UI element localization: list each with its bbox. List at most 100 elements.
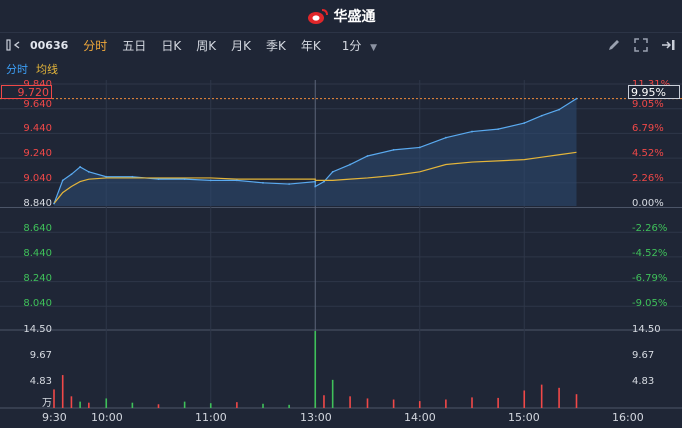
subtab-minute[interactable]: 分时	[6, 63, 28, 76]
change-label-right: -6.79%	[632, 273, 668, 284]
price-point	[366, 155, 369, 157]
price-point	[575, 97, 578, 100]
time-label: 16:00	[612, 411, 644, 424]
volume-bar	[209, 403, 212, 408]
volume-bar	[314, 331, 317, 408]
volume-bar	[236, 402, 238, 408]
volume-bar	[418, 401, 421, 408]
tab-daily-k[interactable]: 日K	[161, 38, 182, 53]
volume-label-left: 9.67	[29, 350, 52, 361]
tab-minute[interactable]: 分时	[83, 38, 108, 53]
volume-bar	[331, 379, 334, 408]
price-point	[79, 166, 82, 168]
volume-bar	[523, 390, 526, 408]
chevron-down-icon: ▼	[370, 42, 378, 53]
price-point	[183, 178, 186, 181]
tab-five-day[interactable]: 五日	[122, 38, 147, 53]
volume-label-right: 4.83	[632, 376, 655, 387]
price-point	[392, 148, 395, 151]
current-change-badge: 9.95%	[628, 85, 680, 99]
price-point	[323, 180, 325, 183]
price-point	[314, 180, 317, 183]
price-point	[70, 173, 73, 176]
price-label-left: 9.840	[8, 79, 52, 90]
volume-bar	[53, 389, 55, 408]
average-line-series	[53, 151, 577, 204]
volume-bar	[79, 401, 81, 408]
volume-bar	[392, 399, 395, 408]
price-point	[61, 179, 64, 182]
volume-bar	[445, 399, 447, 408]
price-label-left: 9.640	[23, 99, 52, 110]
volume-bar	[61, 375, 64, 408]
change-label-right: 11.31%	[632, 79, 670, 90]
price-point	[497, 128, 500, 131]
title-bar: 华盛通	[0, 0, 682, 32]
time-label: 9:30	[42, 411, 67, 424]
price-point	[331, 170, 334, 173]
time-label: 14:00	[404, 411, 436, 424]
price-label-left: 9.440	[23, 123, 52, 134]
volume-bar	[540, 384, 543, 408]
chart-subtabs: 分时 均线	[6, 61, 58, 77]
export-icon[interactable]	[660, 37, 676, 53]
price-label-left: 8.440	[23, 248, 52, 259]
price-point	[444, 136, 447, 139]
time-label: 13:00	[300, 411, 332, 424]
tab-weekly-k[interactable]: 周K	[196, 38, 217, 53]
volume-bar	[575, 394, 578, 408]
price-label-left: 8.640	[23, 223, 52, 234]
pen-icon[interactable]	[606, 37, 622, 53]
change-label-right: 2.26%	[632, 173, 664, 184]
volume-bar	[497, 397, 499, 408]
price-label-left: 8.840	[23, 198, 52, 209]
change-label-right: -2.26%	[632, 223, 668, 234]
toolbar-right-icons	[606, 37, 676, 53]
fullscreen-icon[interactable]	[633, 37, 649, 53]
volume-label-left: 4.83	[29, 376, 52, 387]
tab-yearly-k[interactable]: 年K	[300, 38, 321, 53]
volume-label-right: 9.67	[632, 350, 655, 361]
price-label-left: 8.240	[23, 273, 52, 284]
volume-bar	[288, 404, 290, 408]
subtab-average-line[interactable]: 均线	[36, 63, 58, 76]
volume-bar	[262, 403, 264, 408]
price-point	[87, 170, 90, 173]
stock-code: 00636	[30, 38, 69, 52]
change-label-right: 6.79%	[632, 123, 664, 134]
interval-select[interactable]: 1分 ▼	[342, 37, 377, 54]
chart-toolbar: 00636 分时 五日 日K 周K 月K 季K 年K 1分 ▼	[0, 32, 682, 57]
price-point	[105, 175, 108, 178]
time-label: 10:00	[91, 411, 123, 424]
volume-bar	[366, 398, 369, 408]
volume-unit-label: 万	[42, 398, 52, 409]
current-price-badge: 9.720	[1, 85, 52, 99]
price-point	[262, 181, 264, 184]
volume-bar	[131, 402, 134, 408]
price-point	[235, 179, 238, 182]
price-label-left: 9.040	[23, 173, 52, 184]
price-label-left: 9.240	[23, 148, 52, 159]
interval-label: 1分	[341, 38, 362, 53]
volume-bar	[88, 402, 90, 408]
volume-bar	[471, 397, 473, 408]
tab-quarterly-k[interactable]: 季K	[265, 38, 286, 53]
volume-bar	[323, 395, 325, 408]
price-point	[349, 163, 351, 166]
volume-bar	[558, 387, 560, 408]
collapse-left-icon[interactable]	[6, 38, 26, 52]
tab-monthly-k[interactable]: 月K	[231, 38, 251, 53]
brand-name: 华盛通	[333, 9, 376, 25]
price-point	[157, 178, 160, 181]
price-label-left: 8.040	[23, 298, 52, 309]
price-point	[314, 185, 317, 188]
volume-bar	[183, 401, 186, 408]
change-label-right: 4.52%	[632, 148, 664, 159]
price-point	[523, 122, 526, 124]
volume-label-left: 14.50	[23, 324, 52, 335]
change-label-right: 0.00%	[632, 198, 664, 209]
price-lines	[53, 97, 578, 205]
price-point	[209, 179, 212, 182]
volume-bars	[53, 331, 578, 408]
time-label: 15:00	[508, 411, 540, 424]
